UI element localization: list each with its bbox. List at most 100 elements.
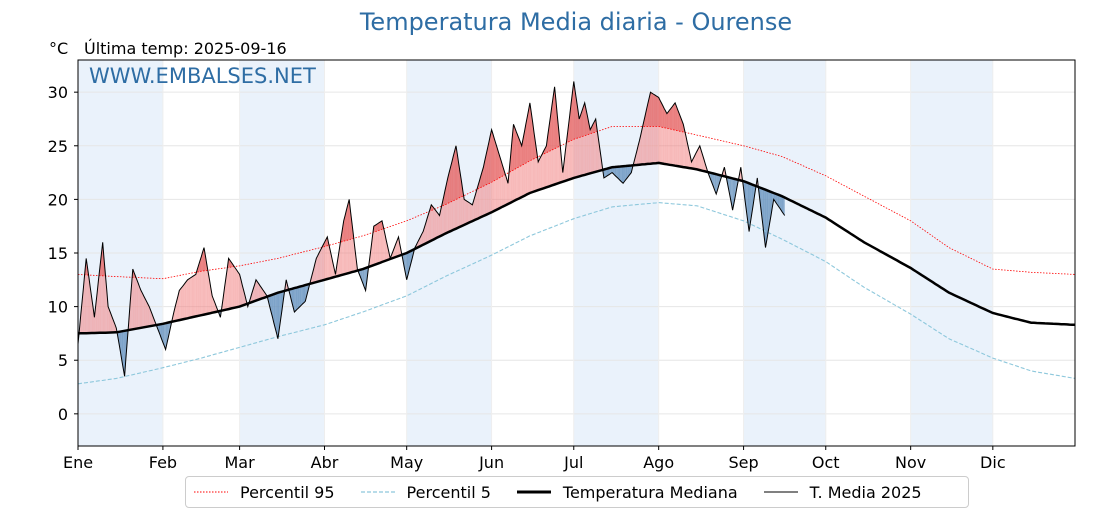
legend-label-current: T. Media 2025 bbox=[809, 482, 922, 502]
above-median-fill bbox=[503, 169, 506, 207]
series-line-median bbox=[77, 161, 1076, 335]
above-p95-fill bbox=[487, 142, 489, 185]
legend-swatch-p95 bbox=[194, 491, 228, 493]
above-median-fill bbox=[260, 285, 262, 300]
x-tick-label: Feb bbox=[149, 453, 177, 472]
above-p95-fill bbox=[669, 108, 671, 130]
above-p95-fill bbox=[101, 242, 103, 276]
above-p95-fill bbox=[518, 138, 521, 167]
above-p95-fill bbox=[572, 81, 574, 141]
above-p95-fill bbox=[525, 117, 528, 164]
above-median-fill bbox=[695, 151, 698, 170]
above-median-fill bbox=[257, 281, 259, 301]
above-median-fill bbox=[314, 258, 317, 283]
above-p95-fill bbox=[647, 98, 650, 127]
above-median-fill bbox=[434, 208, 436, 240]
above-median-fill bbox=[373, 225, 376, 266]
above-median-fill bbox=[234, 266, 236, 308]
below-median-fill bbox=[275, 293, 277, 334]
above-median-fill bbox=[93, 307, 95, 333]
below-median-fill bbox=[606, 168, 608, 177]
watermark: WWW.EMBALSES.NET bbox=[89, 64, 316, 88]
below-median-fill bbox=[779, 195, 781, 210]
above-median-fill bbox=[328, 243, 330, 279]
above-median-fill bbox=[425, 218, 428, 244]
above-p95-fill bbox=[527, 110, 529, 163]
above-median-fill bbox=[232, 264, 235, 309]
below-median-fill bbox=[765, 189, 767, 248]
below-median-fill bbox=[272, 294, 274, 323]
above-p95-fill bbox=[581, 106, 584, 137]
above-median-fill bbox=[135, 276, 137, 329]
below-median-fill bbox=[162, 323, 165, 346]
above-p95-fill bbox=[675, 102, 677, 131]
below-median-fill bbox=[625, 165, 628, 180]
above-p95-fill bbox=[668, 110, 670, 129]
below-median-fill bbox=[749, 183, 751, 232]
below-median-fill bbox=[612, 167, 614, 174]
below-median-fill bbox=[764, 189, 766, 248]
above-median-fill bbox=[432, 206, 435, 240]
legend-item-p95: Percentil 95 bbox=[194, 483, 335, 502]
above-median-fill bbox=[143, 295, 146, 328]
above-median-fill bbox=[475, 190, 477, 220]
above-p95-fill bbox=[499, 156, 502, 178]
above-p95-fill bbox=[673, 102, 676, 131]
above-median-fill bbox=[180, 286, 183, 320]
below-median-fill bbox=[627, 165, 629, 178]
above-median-fill bbox=[543, 148, 546, 189]
y-tick-label: 15 bbox=[48, 244, 68, 263]
above-median-fill bbox=[379, 221, 381, 264]
above-p95-fill bbox=[490, 129, 492, 183]
above-p95-fill bbox=[573, 81, 576, 140]
below-median-fill bbox=[164, 323, 166, 350]
above-median-fill bbox=[240, 279, 243, 307]
below-median-fill bbox=[618, 166, 621, 181]
below-median-fill bbox=[299, 286, 302, 307]
above-median-fill bbox=[538, 159, 540, 191]
above-p95-fill bbox=[547, 126, 550, 153]
above-median-fill bbox=[316, 255, 318, 283]
above-median-fill bbox=[227, 258, 229, 310]
above-median-fill bbox=[395, 240, 398, 258]
below-median-fill bbox=[605, 168, 607, 178]
below-median-fill bbox=[609, 167, 611, 175]
above-median-fill bbox=[193, 275, 195, 318]
above-median-fill bbox=[208, 271, 210, 314]
above-median-fill bbox=[104, 258, 106, 333]
below-median-fill bbox=[776, 194, 778, 206]
above-median-fill bbox=[132, 269, 135, 330]
above-p95-fill bbox=[575, 90, 577, 139]
above-median-fill bbox=[130, 286, 132, 330]
above-median-fill bbox=[321, 244, 324, 281]
above-p95-fill bbox=[346, 204, 348, 241]
above-median-fill bbox=[228, 258, 231, 310]
above-median-fill bbox=[703, 159, 706, 172]
below-median-fill bbox=[766, 190, 769, 240]
above-median-fill bbox=[179, 288, 181, 321]
below-median-fill bbox=[295, 287, 298, 311]
above-p95-fill bbox=[677, 110, 680, 132]
below-median-fill bbox=[781, 196, 784, 214]
below-median-fill bbox=[780, 195, 782, 212]
legend-label-p95: Percentil 95 bbox=[240, 482, 335, 502]
above-median-fill bbox=[635, 151, 637, 166]
y-tick-label: 25 bbox=[48, 137, 68, 156]
above-median-fill bbox=[98, 267, 100, 333]
below-median-fill bbox=[616, 166, 618, 178]
y-unit-label: °C bbox=[49, 39, 69, 58]
below-median-fill bbox=[362, 268, 365, 287]
above-median-fill bbox=[435, 210, 437, 239]
above-median-fill bbox=[642, 122, 644, 165]
above-median-fill bbox=[377, 222, 380, 264]
below-median-fill bbox=[161, 323, 163, 343]
above-p95-fill bbox=[495, 143, 498, 180]
x-tick-label: Ago bbox=[643, 453, 674, 472]
above-median-fill bbox=[417, 239, 420, 248]
above-p95-fill bbox=[449, 167, 451, 203]
above-median-fill bbox=[684, 130, 687, 168]
y-tick-label: 5 bbox=[58, 351, 68, 370]
above-median-fill bbox=[146, 301, 148, 327]
above-median-fill bbox=[464, 199, 466, 225]
